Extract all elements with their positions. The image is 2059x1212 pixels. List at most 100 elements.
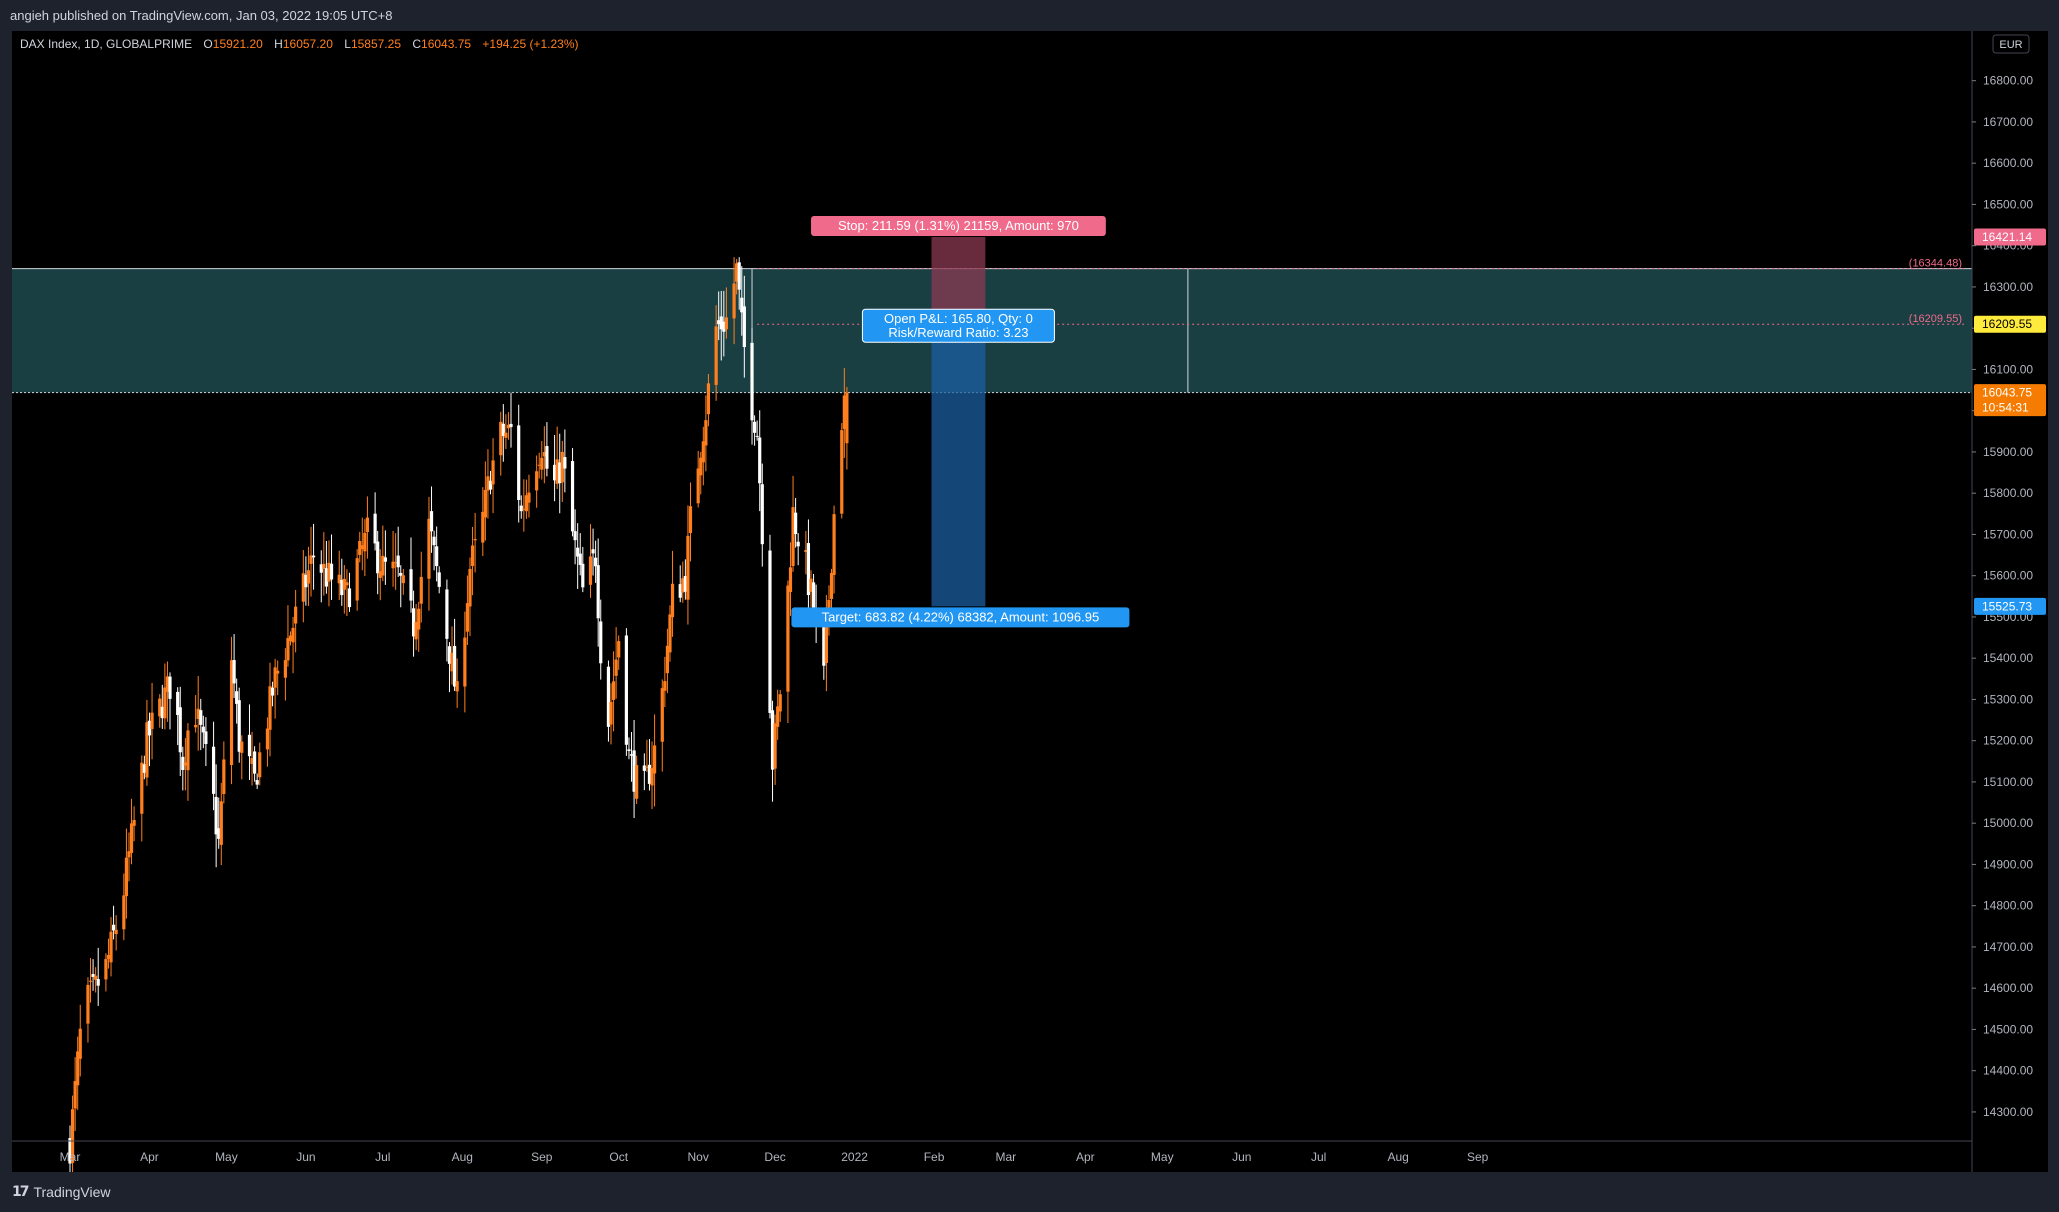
candle-body — [663, 681, 667, 691]
candle — [124, 828, 129, 919]
candle — [491, 438, 495, 514]
candle — [178, 686, 182, 777]
candle-body — [324, 568, 328, 587]
candle — [552, 434, 557, 502]
candle — [340, 558, 344, 606]
candle — [635, 755, 639, 805]
candle-body — [294, 606, 298, 624]
candle — [473, 512, 477, 573]
candle-body — [573, 531, 577, 541]
candle — [742, 275, 746, 378]
candle — [724, 287, 728, 339]
candle — [183, 738, 187, 791]
candle — [411, 590, 416, 657]
candle-body — [378, 571, 382, 578]
candle — [111, 905, 116, 940]
candle-body — [194, 724, 198, 728]
candle-body — [283, 660, 287, 678]
candle — [465, 575, 470, 645]
candle-body — [594, 557, 598, 567]
candle — [755, 420, 759, 441]
candle-body — [327, 562, 331, 582]
x-tick-label: Nov — [688, 1150, 709, 1164]
x-tick-label: Feb — [924, 1150, 945, 1164]
target-price-badge[interactable]: 15525.73 — [1974, 597, 2046, 615]
candle-body — [647, 764, 652, 784]
candle-body — [606, 666, 611, 727]
target-label[interactable]: Target: 683.82 (4.22%) 68382, Amount: 10… — [791, 607, 1130, 628]
candle-body — [645, 766, 649, 768]
candle-body — [181, 756, 185, 770]
target-zone[interactable] — [931, 324, 986, 607]
stop-price-badge[interactable]: 16421.14 — [1974, 228, 2046, 246]
x-tick-label: Apr — [1076, 1150, 1095, 1164]
candle — [414, 603, 418, 650]
currency-badge[interactable] — [1992, 34, 2030, 54]
candle — [558, 433, 562, 514]
candle-body — [140, 762, 144, 814]
y-tick-label: 15600.00 — [1983, 569, 2033, 583]
candle — [794, 497, 798, 548]
candle-body — [750, 342, 754, 421]
candle — [88, 958, 93, 1003]
candle-body — [122, 895, 126, 930]
x-tick-label: Jul — [1311, 1150, 1326, 1164]
candle-body — [345, 582, 349, 586]
candle — [758, 410, 762, 512]
candle-body — [558, 462, 562, 484]
candle — [483, 461, 487, 541]
candle-body — [204, 731, 208, 744]
candle — [463, 611, 467, 713]
candle-body — [91, 973, 95, 978]
candle-body — [535, 471, 539, 491]
candle-body — [845, 392, 849, 444]
candle-body — [319, 564, 323, 573]
candle-body — [688, 506, 693, 534]
candle-body — [824, 620, 828, 663]
candle-body — [665, 645, 670, 674]
tradingview-brand[interactable]: 17 TradingView — [12, 1184, 111, 1200]
candle-body — [624, 635, 628, 745]
candle — [735, 259, 739, 295]
candle-body — [88, 980, 93, 982]
candle-body — [450, 652, 454, 672]
candle-body — [609, 701, 613, 725]
candle — [168, 672, 172, 730]
stop-label[interactable]: Stop: 211.59 (1.31%) 21159, Amount: 970 — [811, 215, 1106, 236]
x-tick-label: Sep — [531, 1150, 553, 1164]
candle — [609, 683, 613, 745]
candle-body — [576, 547, 580, 557]
chart-area[interactable]: (16344.48) (16209.55) Stop: 211.59 (1.31%… — [12, 31, 2048, 1189]
y-tick-label: 16100.00 — [1983, 362, 2033, 376]
candle — [288, 631, 293, 646]
candle — [740, 266, 744, 336]
candle — [219, 782, 223, 866]
candle — [573, 509, 577, 565]
candle-body — [250, 758, 254, 765]
y-tick-label: 14900.00 — [1983, 857, 2033, 871]
candle — [768, 534, 772, 719]
candle-body — [670, 583, 675, 618]
y-tick-label: 15400.00 — [1983, 651, 2033, 665]
x-tick-label: Aug — [1387, 1150, 1408, 1164]
entry-price-badge[interactable]: 16209.55 — [1974, 315, 2046, 333]
candle — [376, 530, 380, 595]
position-tool-layer[interactable]: Stop: 211.59 (1.31%) 21159, Amount: 970 T… — [791, 215, 1130, 628]
candle-body — [411, 608, 416, 637]
candle-body — [306, 570, 311, 584]
stop-label-text: Stop: 211.59 (1.31%) 21159, Amount: 970 — [838, 218, 1079, 233]
candle — [396, 526, 400, 577]
legend-low: 15857.25 — [351, 37, 401, 51]
candle-body — [735, 263, 739, 282]
chart-svg[interactable]: (16344.48) (16209.55) Stop: 211.59 (1.31%… — [12, 31, 2048, 1189]
candle — [832, 505, 836, 594]
candle-body — [581, 563, 585, 588]
candle-body — [737, 262, 741, 290]
candle-body — [86, 984, 90, 1024]
candle-body — [342, 578, 346, 590]
candle — [570, 448, 575, 537]
candle — [606, 660, 611, 742]
x-tick-label: Jun — [1232, 1150, 1251, 1164]
